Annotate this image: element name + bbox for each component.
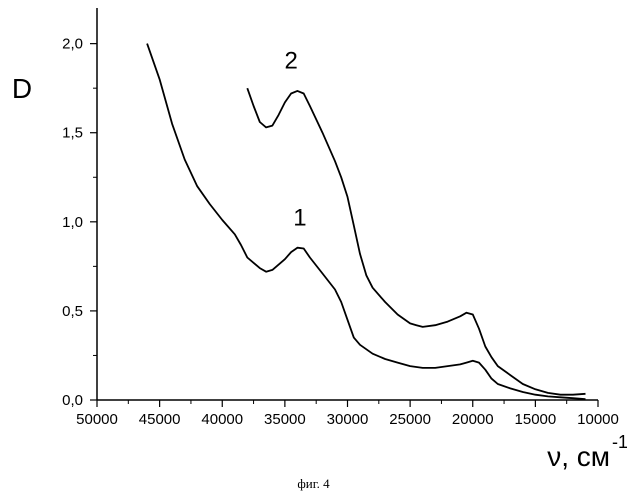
y-tick-label: 1,5 [62,125,83,142]
x-tick-label: 25000 [389,411,431,428]
x-tick-label: 50000 [76,411,118,428]
curve-label-1: 1 [293,204,306,231]
x-tick-label: 30000 [327,411,369,428]
x-axis-title-superscript: -1 [612,432,627,452]
x-axis-title: ν, см [547,441,610,472]
labels-layer: Dν, см-1 1 2 [12,48,627,472]
y-tick-label: 0,0 [62,392,83,409]
y-axis-title: D [12,73,32,104]
x-tick-label: 40000 [201,411,243,428]
series-2-line [247,88,585,395]
curve-label-2: 2 [284,48,297,75]
series-layer [147,44,585,400]
series-1-line [147,44,585,400]
y-tick-label: 2,0 [62,36,83,53]
axes: 50000 45000 40000 35000 30000 25000 20000 15000… [62,8,619,428]
y-tick-label: 1,0 [62,214,83,231]
x-tick-label: 15000 [515,411,557,428]
x-tick-label: 45000 [139,411,181,428]
x-tick-label: 35000 [264,411,306,428]
figure-caption: фиг. 4 [0,476,627,492]
x-tick-label: 10000 [577,411,619,428]
x-tick-label: 20000 [452,411,494,428]
y-tick-label: 0,5 [62,303,83,320]
